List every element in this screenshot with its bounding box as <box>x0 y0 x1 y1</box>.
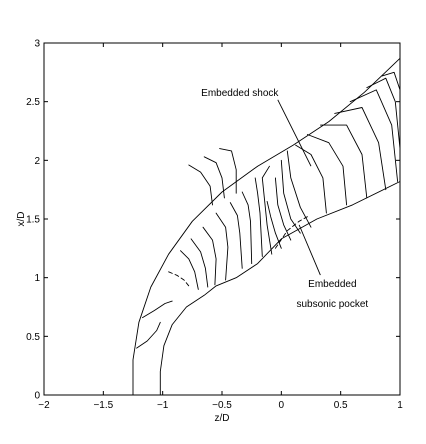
y-tick-label: 1.5 <box>26 215 40 226</box>
contour-line-19 <box>306 134 348 206</box>
y-tick-label: 0.5 <box>26 332 40 343</box>
x-axis-title: z/D <box>215 413 230 424</box>
x-tick-label: 0.5 <box>334 400 348 411</box>
contour-line-4 <box>168 271 190 287</box>
contour-lines <box>132 57 401 396</box>
contour-line-25 <box>188 164 213 206</box>
x-tick-label: −1 <box>157 400 169 411</box>
contour-line-24 <box>381 71 401 91</box>
x-tick-label: −1.5 <box>93 400 113 411</box>
annotation-label-0: Embedded shock <box>201 88 279 99</box>
y-tick-label: 1 <box>34 273 40 284</box>
x-tick-label: 1 <box>397 400 403 411</box>
x-tick-label: 0 <box>279 400 285 411</box>
contour-line-12 <box>261 165 273 255</box>
contour-line-3 <box>142 300 173 319</box>
annotations: Embedded shock Embedded subsonic pocket <box>201 88 368 310</box>
contour-line-27 <box>219 148 237 194</box>
contour-line-10 <box>241 191 253 265</box>
contour-line-26 <box>203 156 225 199</box>
y-tick-label: 0 <box>34 391 40 402</box>
outer-shock-line-0 <box>132 57 401 396</box>
contour-line-13 <box>266 200 282 249</box>
annotation-label-1: Embedded <box>308 279 356 290</box>
contour-line-21 <box>334 107 387 191</box>
contour-line-23 <box>366 77 401 150</box>
y-tick-label: 2 <box>34 156 40 167</box>
wall-line-1 <box>159 181 401 396</box>
contour-line-14 <box>274 177 292 241</box>
contour-line-6 <box>190 238 209 288</box>
contour-line-16 <box>286 150 312 228</box>
x-tick-label: −2 <box>38 400 50 411</box>
contour-line-11 <box>254 177 263 257</box>
contour-line-17 <box>274 216 308 249</box>
contour-line-5 <box>180 250 199 290</box>
contour-line-20 <box>320 124 368 199</box>
annotation-label-2: subsonic pocket <box>297 299 369 310</box>
annotation-arrow-1 <box>298 224 321 276</box>
contour-line-7 <box>202 226 217 286</box>
annotation-arrow-0 <box>277 99 312 167</box>
contour-line-15 <box>280 159 301 234</box>
contour-line-2 <box>136 321 161 349</box>
contour-line-9 <box>229 202 243 269</box>
x-tick-label: −0.5 <box>212 400 232 411</box>
y-tick-label: 3 <box>34 39 40 50</box>
y-axis-title: x/D <box>16 212 27 227</box>
y-tick-label: 2.5 <box>26 97 40 108</box>
contour-line-8 <box>215 212 229 281</box>
contour-line-22 <box>349 89 399 182</box>
contour-line-18 <box>295 144 327 214</box>
axis-ticks: −2 −1.5 −1 −0.5 0 0.5 1 0 0.5 1 1.5 2 2.5 3 <box>26 39 403 412</box>
